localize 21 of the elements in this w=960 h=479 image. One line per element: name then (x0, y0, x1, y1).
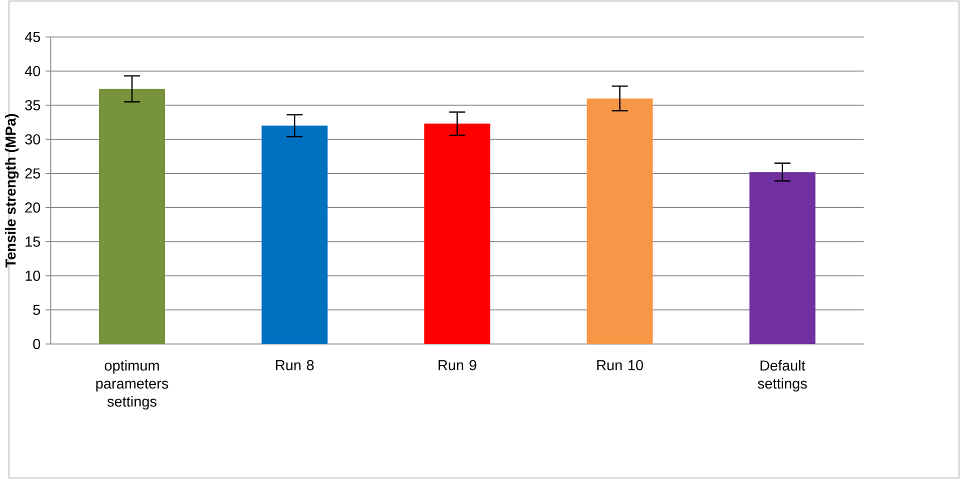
x-tick-label: Default settings (758, 360, 807, 392)
y-axis-title: Tensile strength (MPa) (5, 114, 19, 268)
bar (262, 126, 328, 344)
x-tick-label: Run 8 (276, 360, 314, 370)
y-tick-label: 15 (26, 236, 40, 247)
x-tick-label: Run 10 (597, 360, 644, 370)
y-tick-label: 35 (25, 100, 40, 110)
bar (749, 172, 816, 344)
y-tick-label: 40 (24, 66, 40, 76)
bar (99, 88, 166, 344)
bar (586, 98, 653, 344)
y-tick-label: 5 (33, 304, 40, 315)
y-tick-label: 45 (24, 32, 40, 42)
y-tick-label: 20 (25, 202, 40, 213)
y-tick-label: 10 (26, 270, 40, 281)
x-tick-label: Run 9 (438, 360, 476, 370)
y-tick-label: 25 (25, 168, 40, 179)
bar (424, 124, 490, 344)
x-tick-label: optimum parameters settings (96, 360, 168, 410)
y-tick-label: 0 (33, 338, 40, 350)
y-tick-label: 30 (25, 134, 40, 144)
